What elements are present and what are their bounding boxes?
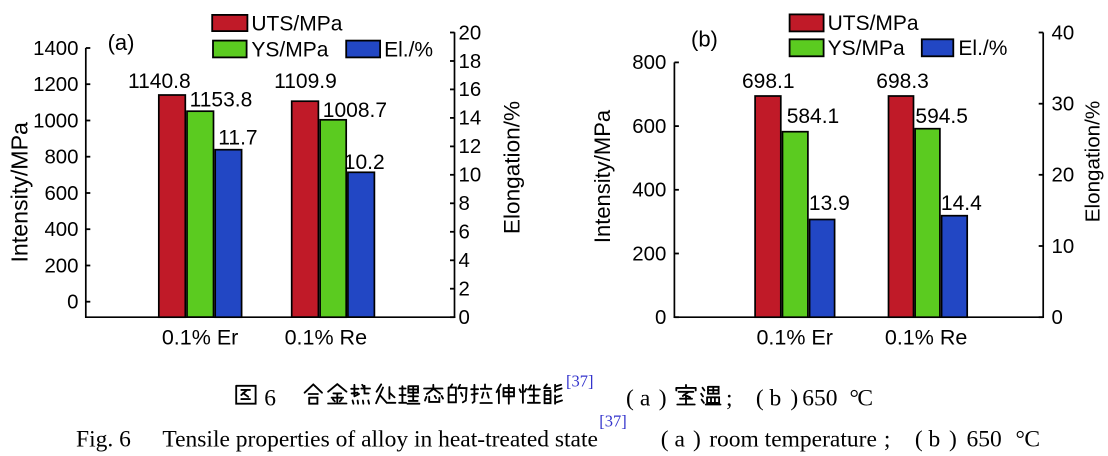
svg-text:(: (	[626, 385, 634, 411]
svg-text:[37]: [37]	[599, 412, 627, 431]
svg-text:°C: °C	[850, 385, 873, 411]
svg-text:16: 16	[459, 79, 482, 101]
svg-text:1000: 1000	[33, 110, 78, 132]
svg-text:YS/MPa: YS/MPa	[828, 37, 905, 60]
svg-text:El./%: El./%	[384, 38, 433, 61]
svg-text:800: 800	[44, 147, 78, 169]
svg-text:Elongation/%: Elongation/%	[500, 101, 525, 234]
svg-text:0: 0	[67, 292, 78, 314]
svg-text:40: 40	[1052, 22, 1075, 44]
svg-text:1008.7: 1008.7	[323, 99, 387, 122]
svg-text:12: 12	[459, 136, 482, 158]
svg-text:800: 800	[632, 52, 666, 74]
svg-text:14: 14	[459, 108, 482, 130]
svg-text:a: a	[640, 385, 651, 411]
svg-text:(: (	[661, 426, 669, 452]
svg-text:): )	[659, 385, 667, 411]
svg-text:10.2: 10.2	[344, 151, 385, 174]
svg-text:8: 8	[459, 193, 470, 215]
svg-text:1140.8: 1140.8	[128, 70, 191, 93]
svg-text:b: b	[929, 426, 941, 452]
svg-text:): )	[790, 385, 798, 411]
svg-text:698.1: 698.1	[742, 70, 795, 93]
svg-text:0.1% Er: 0.1% Er	[756, 325, 832, 349]
svg-text:30: 30	[1052, 94, 1075, 116]
svg-text:0: 0	[1052, 307, 1063, 329]
svg-text:650: 650	[802, 385, 837, 411]
svg-text:0: 0	[459, 307, 470, 329]
svg-text:20: 20	[459, 22, 482, 44]
svg-text:13.9: 13.9	[809, 192, 850, 215]
svg-text:Intensity/MPa: Intensity/MPa	[7, 122, 33, 263]
svg-text:14.4: 14.4	[941, 192, 982, 215]
svg-text:6: 6	[264, 385, 276, 411]
svg-text:0.1% Er: 0.1% Er	[162, 325, 238, 349]
svg-text:600: 600	[632, 116, 666, 138]
svg-text:0.1% Re: 0.1% Re	[285, 325, 367, 349]
svg-text:YS/MPa: YS/MPa	[251, 38, 328, 61]
svg-text:1109.9: 1109.9	[274, 70, 337, 93]
svg-text:10: 10	[1052, 236, 1075, 258]
svg-text:;: ;	[726, 385, 733, 411]
svg-text:Elongation/%: Elongation/%	[1082, 101, 1105, 222]
svg-text:UTS/MPa: UTS/MPa	[828, 12, 919, 35]
svg-text:20: 20	[1052, 165, 1075, 187]
svg-text:): )	[693, 426, 701, 452]
svg-text:400: 400	[44, 219, 78, 241]
svg-text:Fig. 6: Fig. 6	[76, 426, 131, 452]
svg-text:650: 650	[967, 426, 1002, 452]
svg-text:594.5: 594.5	[915, 105, 968, 128]
svg-text:1200: 1200	[33, 74, 78, 96]
svg-text:600: 600	[44, 183, 78, 205]
svg-text:0: 0	[655, 307, 666, 329]
svg-text:4: 4	[459, 250, 470, 272]
svg-text:(: (	[756, 385, 764, 411]
svg-text:room temperature: room temperature	[709, 426, 877, 452]
svg-text:1400: 1400	[33, 38, 78, 60]
svg-text:(: (	[915, 426, 923, 452]
svg-text:;: ;	[884, 426, 891, 452]
svg-text:(a): (a)	[108, 30, 135, 55]
svg-text:[37]: [37]	[566, 372, 594, 391]
svg-text:400: 400	[632, 180, 666, 202]
svg-text:b: b	[770, 385, 782, 411]
svg-text:(b): (b)	[691, 27, 718, 52]
svg-text:200: 200	[44, 255, 78, 277]
svg-text:2: 2	[459, 279, 470, 301]
svg-text:): )	[949, 426, 957, 452]
svg-text:698.3: 698.3	[876, 70, 929, 93]
svg-text:El./%: El./%	[958, 37, 1007, 60]
svg-text:a: a	[675, 426, 686, 452]
svg-text:11.7: 11.7	[218, 127, 257, 150]
svg-text:°C: °C	[1016, 426, 1040, 452]
svg-text:10: 10	[459, 165, 482, 187]
svg-text:584.1: 584.1	[787, 105, 840, 128]
svg-text:Intensity/MPa: Intensity/MPa	[590, 109, 615, 243]
svg-text:UTS/MPa: UTS/MPa	[251, 13, 342, 36]
svg-text:200: 200	[632, 243, 666, 265]
svg-text:0.1% Re: 0.1% Re	[885, 325, 967, 349]
svg-text:18: 18	[459, 51, 482, 73]
svg-text:6: 6	[459, 222, 470, 244]
svg-text:1153.8: 1153.8	[190, 88, 253, 111]
svg-text:Tensile properties of alloy in: Tensile properties of alloy in heat-trea…	[162, 426, 598, 452]
